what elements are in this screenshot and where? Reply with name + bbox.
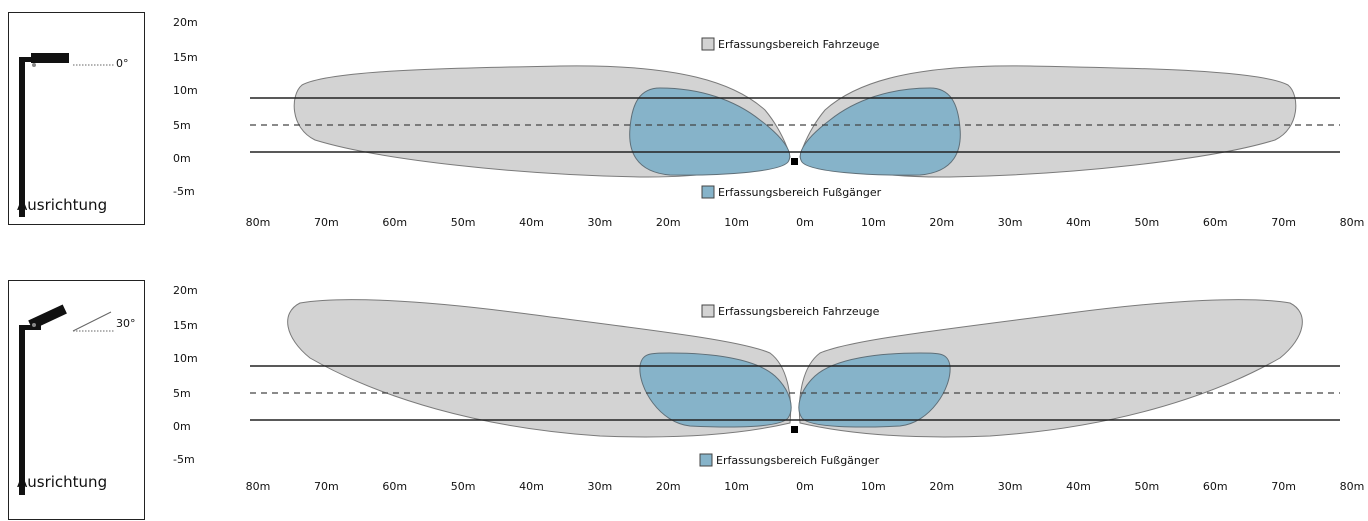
legend-vehicles-swatch xyxy=(701,304,715,318)
x-tick: 30m xyxy=(588,216,613,229)
x-tick: 10m xyxy=(861,480,886,491)
orientation-label: Ausrichtung xyxy=(17,196,108,214)
x-tick: 60m xyxy=(382,480,407,491)
pedestrian-zone-right xyxy=(799,87,961,176)
pole-icon-tilted xyxy=(19,304,115,495)
x-tick: 80m xyxy=(1340,480,1365,491)
x-tick: 70m xyxy=(1271,480,1296,491)
legend-vehicles-label: Erfassungsbereich Fahrzeuge xyxy=(718,305,880,318)
x-tick: 70m xyxy=(314,216,339,229)
detection-plot: Erfassungsbereich Fahrzeuge Erfassungsbe… xyxy=(173,16,1365,229)
legend-pedestrians-swatch xyxy=(699,453,713,467)
x-tick: 20m xyxy=(656,216,681,229)
legend-pedestrians-label: Erfassungsbereich Fußgänger xyxy=(716,454,880,467)
x-tick: 20m xyxy=(929,216,954,229)
sensor-marker xyxy=(791,158,798,165)
x-tick: 30m xyxy=(588,480,613,491)
y-tick: 20m xyxy=(173,284,198,297)
x-tick: 70m xyxy=(314,480,339,491)
x-tick: 80m xyxy=(1340,216,1365,229)
y-tick: 5m xyxy=(173,119,191,132)
x-tick: 40m xyxy=(1066,480,1091,491)
y-tick: 10m xyxy=(173,84,198,97)
legend-pedestrians-label: Erfassungsbereich Fußgänger xyxy=(718,186,882,199)
legend-vehicles-label: Erfassungsbereich Fahrzeuge xyxy=(718,38,880,51)
x-tick: 50m xyxy=(1135,480,1160,491)
legend-pedestrians-swatch xyxy=(701,185,715,199)
angle-label: 30° xyxy=(116,317,136,330)
x-tick: 50m xyxy=(451,216,476,229)
panel-orientation-30: 30° Ausrichtung Erfassungsbereich Fahrze… xyxy=(0,268,1368,520)
x-tick: 50m xyxy=(1135,216,1160,229)
y-tick: 0m xyxy=(173,152,191,165)
x-tick: 60m xyxy=(1203,216,1228,229)
y-tick: -5m xyxy=(173,453,195,466)
x-tick: 10m xyxy=(861,216,886,229)
x-tick: 40m xyxy=(519,216,544,229)
y-tick: 15m xyxy=(173,51,198,64)
x-axis-ticks: 80m 70m 60m 50m 40m 30m 20m 10m 0m 10m 20m 30m 40m 50… xyxy=(246,216,1365,229)
y-tick: 20m xyxy=(173,16,198,29)
pedestrian-zone-left xyxy=(629,87,791,176)
pole-icon xyxy=(19,53,115,217)
x-tick: 10m xyxy=(724,480,749,491)
orientation-icon-box: 0° Ausrichtung xyxy=(8,12,145,225)
x-tick: 30m xyxy=(998,480,1023,491)
pedestrian-zone-right xyxy=(798,352,951,428)
y-tick: 5m xyxy=(173,387,191,400)
x-tick: 0m xyxy=(796,480,814,491)
y-tick: 0m xyxy=(173,420,191,433)
angle-label: 0° xyxy=(116,57,129,70)
x-tick: 40m xyxy=(519,480,544,491)
y-tick: 10m xyxy=(173,352,198,365)
panel-orientation-0: 0° Ausrichtung Erfassungsbereich Fahrzeu… xyxy=(0,0,1368,245)
sensor-marker xyxy=(791,426,798,433)
x-tick: 60m xyxy=(1203,480,1228,491)
orientation-label: Ausrichtung xyxy=(17,473,108,491)
pedestrian-zone-left xyxy=(639,352,792,428)
x-tick: 40m xyxy=(1066,216,1091,229)
x-tick: 10m xyxy=(724,216,749,229)
x-tick: 80m xyxy=(246,216,271,229)
x-tick: 60m xyxy=(382,216,407,229)
x-tick: 50m xyxy=(451,480,476,491)
x-tick: 70m xyxy=(1271,216,1296,229)
x-tick: 80m xyxy=(246,480,271,491)
x-tick: 20m xyxy=(656,480,681,491)
detection-plot: Erfassungsbereich Fahrzeuge Erfassungsbe… xyxy=(173,284,1365,491)
legend-vehicles-swatch xyxy=(701,37,715,51)
x-tick: 20m xyxy=(929,480,954,491)
x-tick: 0m xyxy=(796,216,814,229)
x-tick: 30m xyxy=(998,216,1023,229)
y-tick: -5m xyxy=(173,185,195,198)
y-tick: 15m xyxy=(173,319,198,332)
x-axis-ticks: 80m 70m 60m 50m 40m 30m 20m 10m 0m 10m 20m 30m 40m 50… xyxy=(246,480,1365,491)
